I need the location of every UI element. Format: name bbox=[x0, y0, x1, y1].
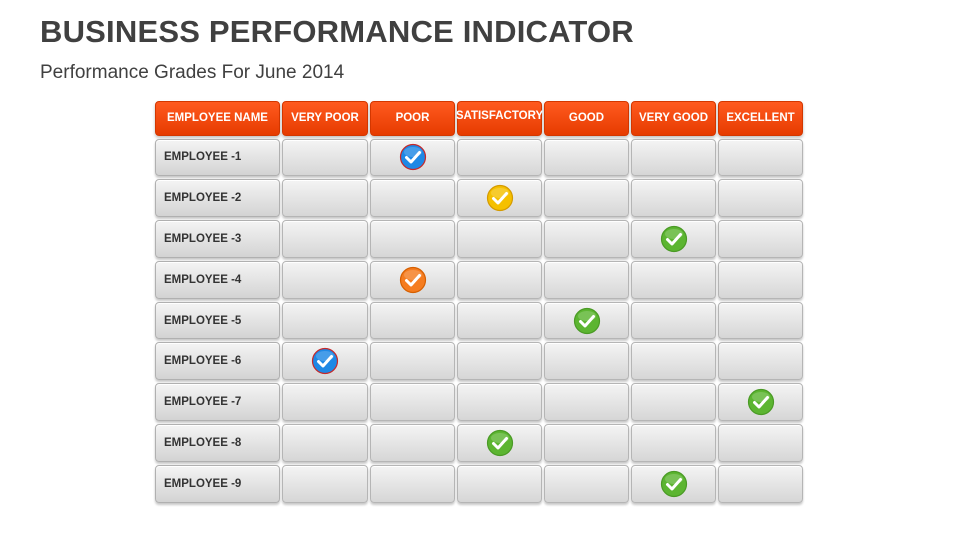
grade-cell bbox=[282, 383, 368, 422]
grade-cell bbox=[631, 179, 716, 218]
grade-cell bbox=[544, 260, 629, 299]
grade-cell bbox=[457, 342, 542, 381]
employee-name-cell: EMPLOYEE -3 bbox=[155, 220, 280, 258]
check-circle-icon bbox=[747, 389, 774, 416]
grade-cell bbox=[457, 220, 542, 258]
grade-cell bbox=[370, 138, 455, 177]
column-header-poor: POOR bbox=[370, 100, 455, 136]
grade-cell bbox=[631, 260, 716, 299]
grade-cell bbox=[370, 260, 455, 299]
employee-name-cell: EMPLOYEE -9 bbox=[155, 464, 280, 503]
grade-cell bbox=[544, 424, 629, 462]
grade-cell bbox=[282, 342, 368, 381]
performance-table: EMPLOYEE NAME VERY POOR POOR SATISFACTOR… bbox=[154, 99, 804, 504]
grade-cell bbox=[370, 301, 455, 340]
grade-cell bbox=[282, 179, 368, 218]
grade-cell bbox=[282, 138, 368, 177]
grade-cell bbox=[457, 383, 542, 422]
grade-cell bbox=[544, 301, 629, 340]
employee-name-cell: EMPLOYEE -4 bbox=[155, 260, 280, 299]
grade-cell bbox=[718, 301, 803, 340]
column-header-good: GOOD bbox=[544, 100, 629, 136]
grade-cell bbox=[370, 220, 455, 258]
employee-name-cell: EMPLOYEE -2 bbox=[155, 179, 280, 218]
grade-cell bbox=[718, 383, 803, 422]
grade-cell bbox=[457, 179, 542, 218]
grade-cell bbox=[544, 464, 629, 503]
grade-cell bbox=[457, 424, 542, 462]
column-header-employee-name: EMPLOYEE NAME bbox=[155, 100, 280, 136]
grade-cell bbox=[282, 220, 368, 258]
check-circle-icon bbox=[399, 266, 426, 293]
grade-cell bbox=[718, 179, 803, 218]
column-header-very-good: VERY GOOD bbox=[631, 100, 716, 136]
check-circle-icon bbox=[311, 348, 339, 375]
check-circle-icon bbox=[399, 144, 426, 171]
grade-cell bbox=[544, 138, 629, 177]
grade-cell bbox=[370, 179, 455, 218]
grade-cell bbox=[631, 424, 716, 462]
grade-cell bbox=[718, 342, 803, 381]
grade-cell bbox=[457, 138, 542, 177]
grade-cell bbox=[544, 179, 629, 218]
employee-name-cell: EMPLOYEE -7 bbox=[155, 383, 280, 422]
column-header-very-poor: VERY POOR bbox=[282, 100, 368, 136]
grade-cell bbox=[544, 383, 629, 422]
grade-cell bbox=[718, 138, 803, 177]
employee-name-cell: EMPLOYEE -5 bbox=[155, 301, 280, 340]
grade-cell bbox=[544, 220, 629, 258]
column-header-excellent: EXCELLENT bbox=[718, 100, 803, 136]
check-circle-icon bbox=[573, 307, 600, 334]
employee-name-cell: EMPLOYEE -1 bbox=[155, 138, 280, 177]
grade-cell bbox=[370, 383, 455, 422]
grade-cell bbox=[631, 383, 716, 422]
check-circle-icon bbox=[660, 225, 687, 253]
grade-cell bbox=[631, 138, 716, 177]
column-header-satisfactory: SATISFACTORY bbox=[456, 100, 543, 136]
grade-cell bbox=[457, 260, 542, 299]
grade-cell bbox=[718, 424, 803, 462]
check-circle-icon bbox=[660, 470, 687, 497]
employee-name-cell: EMPLOYEE -6 bbox=[155, 342, 280, 381]
grade-cell bbox=[718, 464, 803, 503]
check-circle-icon bbox=[486, 185, 513, 212]
grade-cell bbox=[631, 342, 716, 381]
grade-cell bbox=[631, 464, 716, 503]
grade-cell bbox=[370, 424, 455, 462]
grade-cell bbox=[457, 301, 542, 340]
grade-cell bbox=[631, 301, 716, 340]
grade-cell bbox=[544, 342, 629, 381]
page-title: BUSINESS PERFORMANCE INDICATOR bbox=[40, 14, 634, 49]
grade-cell bbox=[370, 342, 455, 381]
employee-name-cell: EMPLOYEE -8 bbox=[155, 424, 280, 462]
grade-cell bbox=[282, 301, 368, 340]
grade-cell bbox=[282, 424, 368, 462]
grade-cell bbox=[457, 464, 542, 503]
grade-cell bbox=[282, 260, 368, 299]
grade-cell bbox=[631, 220, 716, 258]
grade-cell bbox=[718, 260, 803, 299]
page-subtitle: Performance Grades For June 2014 bbox=[40, 62, 345, 83]
check-circle-icon bbox=[486, 429, 513, 457]
grade-cell bbox=[282, 464, 368, 503]
grade-cell bbox=[370, 464, 455, 503]
grade-cell bbox=[718, 220, 803, 258]
